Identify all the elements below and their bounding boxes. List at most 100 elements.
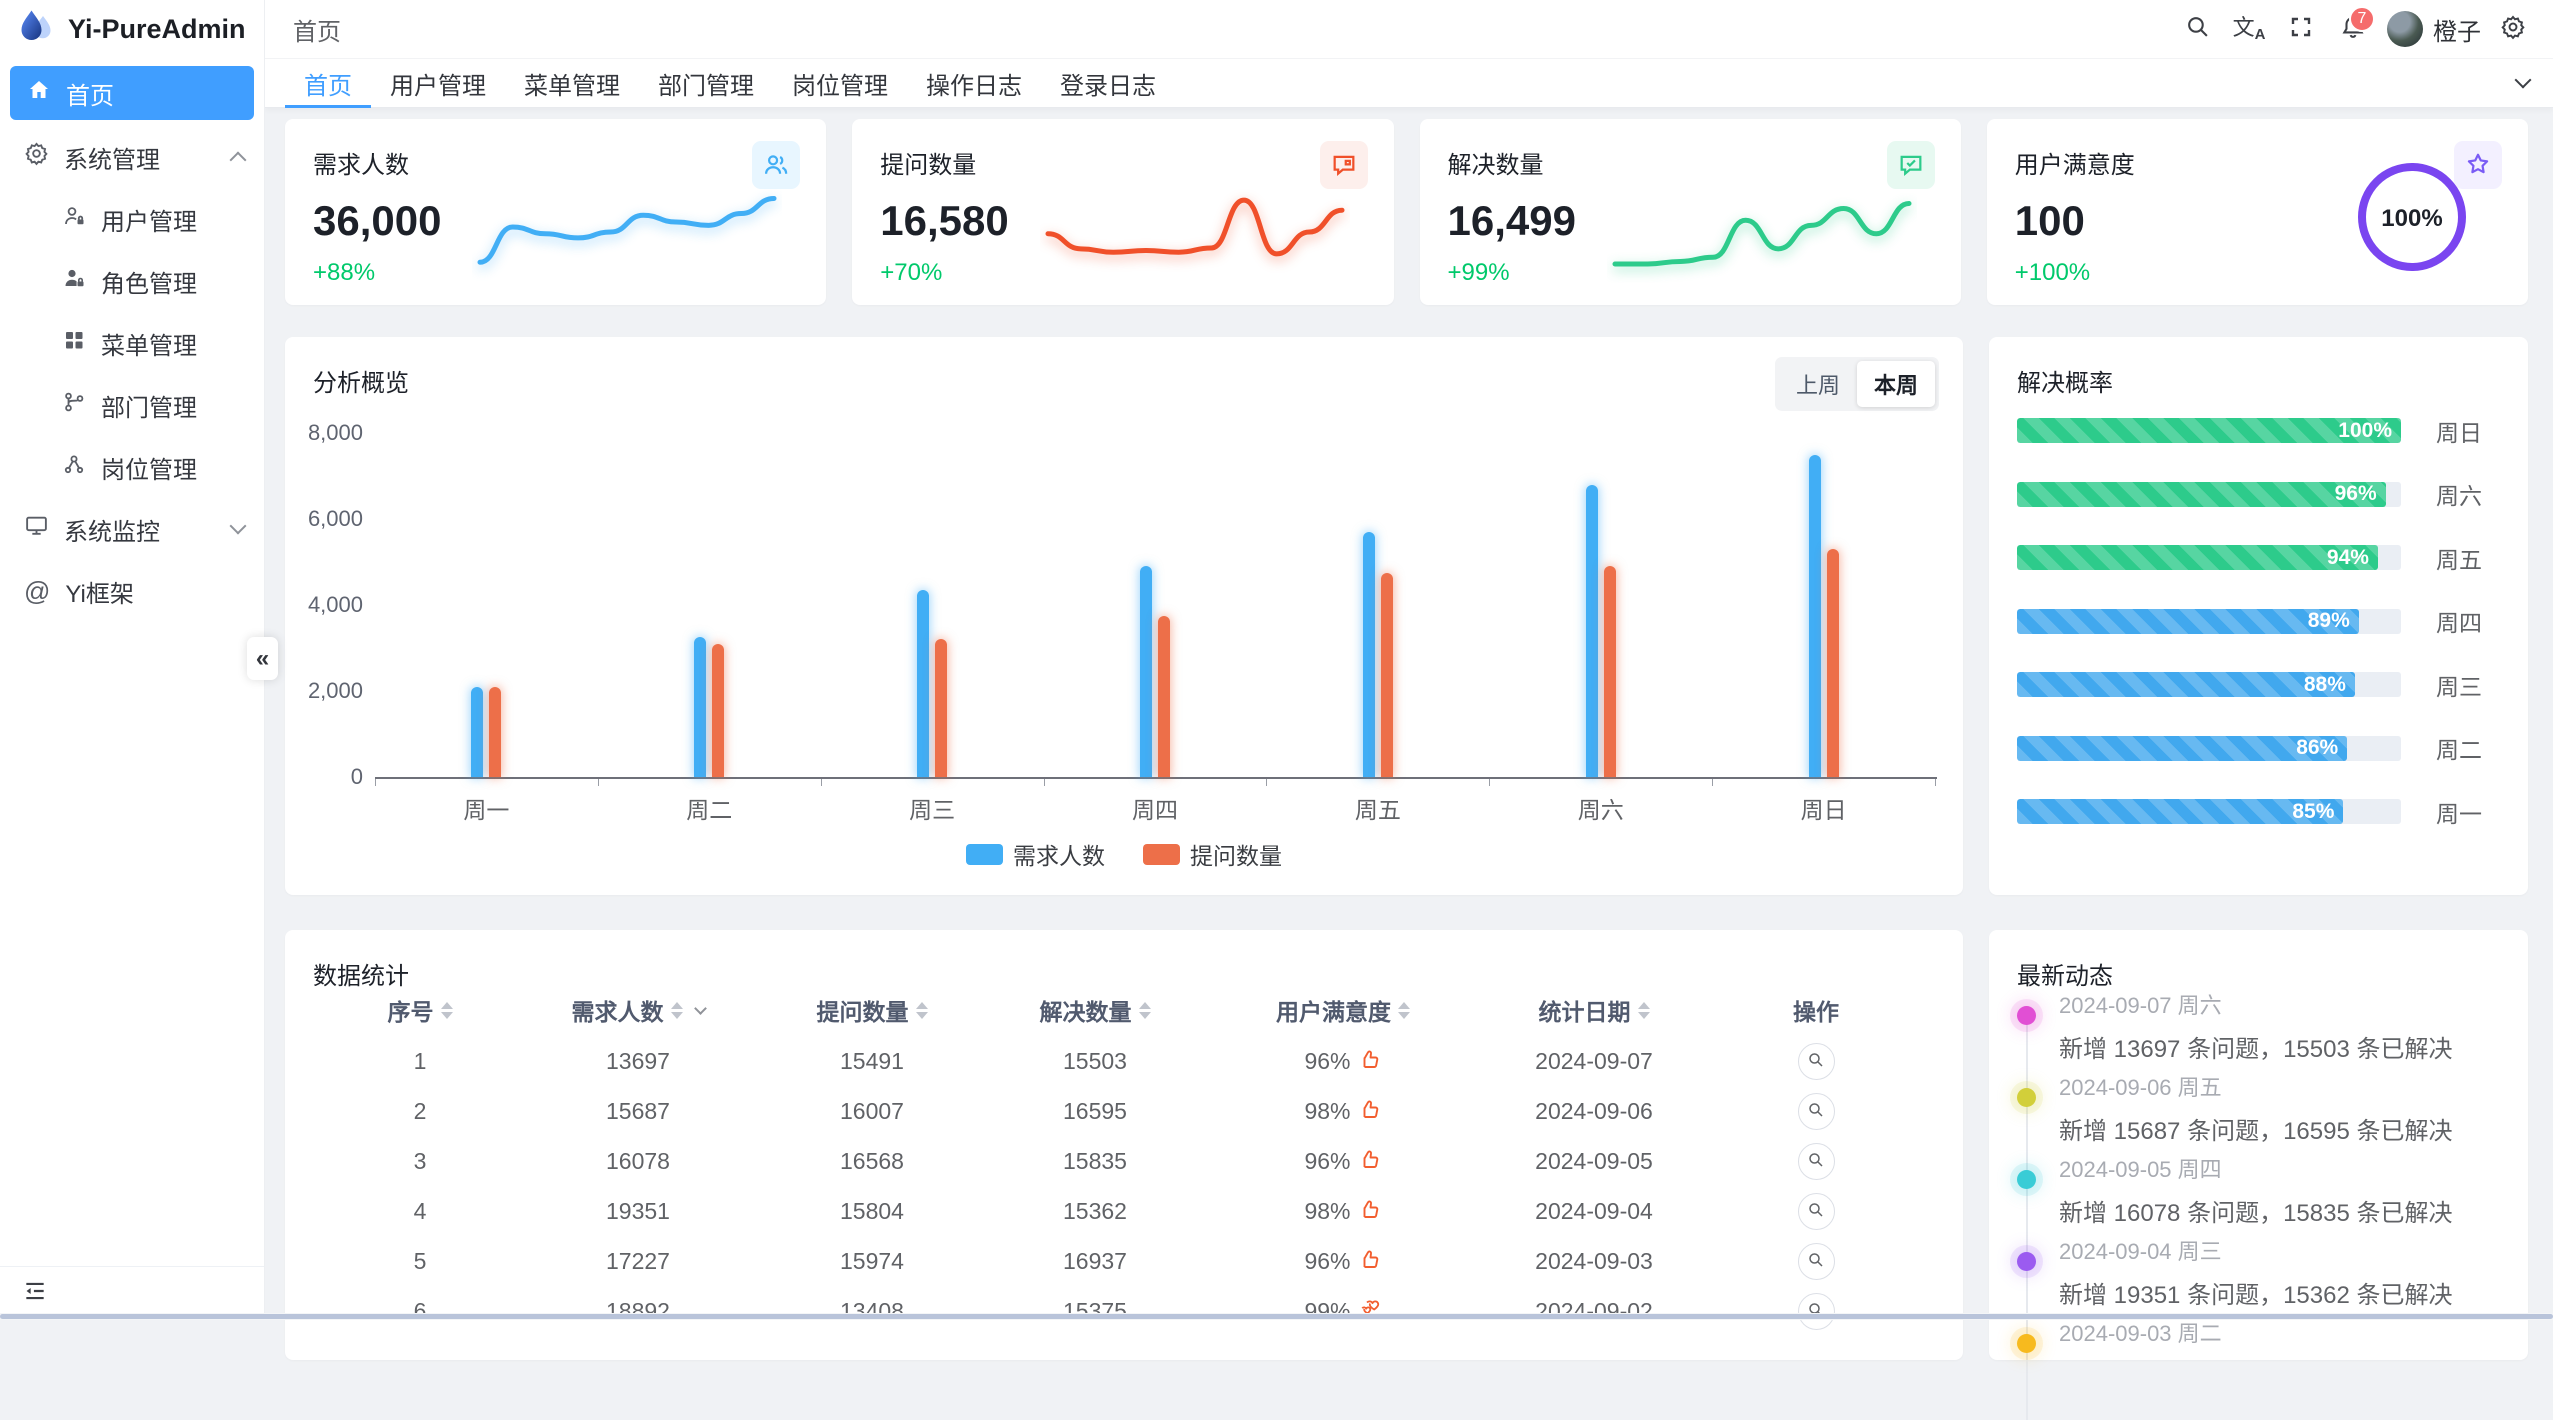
thumb-up-icon xyxy=(1358,1197,1382,1226)
sort-icon[interactable] xyxy=(916,1002,928,1019)
col-header-index[interactable]: 序号 xyxy=(313,993,527,1027)
sidebar-item-role-management[interactable]: 角色管理 xyxy=(0,250,264,312)
cell-action xyxy=(1697,1093,1935,1130)
bar-questions[interactable] xyxy=(935,639,947,777)
x-axis-tick xyxy=(1935,779,1936,786)
stat-delta: +88% xyxy=(313,259,375,287)
sort-icon[interactable] xyxy=(441,1002,453,1019)
cell-value: 1 xyxy=(414,1048,427,1075)
sidebar-item-home[interactable]: 首页 xyxy=(10,66,254,120)
sort-icon[interactable] xyxy=(1638,1002,1650,1019)
bar-questions[interactable] xyxy=(1381,573,1393,777)
app-title: Yi-PureAdmin xyxy=(68,14,246,45)
col-header-solved[interactable]: 解决数量 xyxy=(995,993,1195,1027)
sidebar-item-menu-management[interactable]: 菜单管理 xyxy=(0,312,264,374)
cell-satisfaction: 96% xyxy=(1195,1247,1491,1276)
translate-button[interactable]: 文A xyxy=(2223,0,2275,59)
legend-item[interactable]: 提问数量 xyxy=(1143,837,1282,871)
cell-index: 6 xyxy=(313,1298,527,1325)
bar-demand[interactable] xyxy=(917,590,929,777)
stat-value: 36,000 xyxy=(313,197,441,245)
progress-track: 94% xyxy=(2017,545,2401,570)
cell-solved: 15375 xyxy=(995,1298,1195,1325)
bar-demand[interactable] xyxy=(1363,532,1375,777)
fullscreen-button[interactable] xyxy=(2275,0,2327,59)
col-header-satisfaction[interactable]: 用户满意度 xyxy=(1195,993,1491,1027)
cell-value: 2024-09-07 xyxy=(1535,1048,1653,1075)
tab-operation-log[interactable]: 操作日志 xyxy=(907,59,1041,107)
sidebar-item-system-management[interactable]: 系统管理 xyxy=(0,126,264,188)
bar-demand[interactable] xyxy=(694,637,706,777)
satisfaction-value: 96% xyxy=(1304,1248,1350,1275)
header-actions: 文A 7 橙子 xyxy=(2171,0,2539,59)
tab-options-button[interactable] xyxy=(2493,74,2553,92)
bar-questions[interactable] xyxy=(1827,549,1839,777)
view-button[interactable] xyxy=(1798,1143,1835,1180)
progress-day-label: 周四 xyxy=(2436,604,2482,638)
app-logo[interactable]: Yi-PureAdmin xyxy=(0,0,264,58)
col-header-questions[interactable]: 提问数量 xyxy=(749,993,995,1027)
sidebar-item-post-management[interactable]: 岗位管理 xyxy=(0,436,264,498)
view-button[interactable] xyxy=(1798,1193,1835,1230)
tab-post-management[interactable]: 岗位管理 xyxy=(773,59,907,107)
bar-questions[interactable] xyxy=(489,687,501,777)
sidebar-item-yi-framework[interactable]: @ Yi框架 xyxy=(0,560,264,622)
scrollbar-thumb[interactable] xyxy=(0,1314,2553,1319)
legend-item[interactable]: 需求人数 xyxy=(966,837,1105,871)
progress-fill: 88% xyxy=(2017,672,2355,697)
cell-demand: 15687 xyxy=(527,1098,749,1125)
cell-value: 15375 xyxy=(1063,1298,1127,1325)
cell-questions: 15804 xyxy=(749,1198,995,1225)
sidebar-item-system-monitor[interactable]: 系统监控 xyxy=(0,498,264,560)
sort-icon[interactable] xyxy=(671,1002,683,1019)
view-button[interactable] xyxy=(1798,1243,1835,1280)
tab-user-management[interactable]: 用户管理 xyxy=(371,59,505,107)
sidebar-item-department-management[interactable]: 部门管理 xyxy=(0,374,264,436)
progress-day-label: 周二 xyxy=(2436,731,2482,765)
bar-demand[interactable] xyxy=(1586,485,1598,777)
x-axis-category-label: 周三 xyxy=(909,791,955,825)
progress-percent-label: 94% xyxy=(2327,546,2369,570)
tab-menu-management[interactable]: 菜单管理 xyxy=(505,59,639,107)
sidebar-collapse-button[interactable]: « xyxy=(247,637,278,680)
cell-value: 15362 xyxy=(1063,1198,1127,1225)
view-button[interactable] xyxy=(1798,1043,1835,1080)
sort-icon[interactable] xyxy=(1139,1002,1151,1019)
progress-day-label: 周六 xyxy=(2436,477,2482,511)
bar-questions[interactable] xyxy=(1158,616,1170,777)
view-button[interactable] xyxy=(1798,1093,1835,1130)
bar-questions[interactable] xyxy=(712,644,724,777)
fullscreen-icon xyxy=(2289,15,2313,44)
search-button[interactable] xyxy=(2171,0,2223,59)
horizontal-scrollbar[interactable] xyxy=(0,1313,2553,1320)
progress-percent-label: 88% xyxy=(2304,673,2346,697)
tab-home[interactable]: 首页 xyxy=(285,59,371,107)
tab-department-management[interactable]: 部门管理 xyxy=(639,59,773,107)
x-axis-tick xyxy=(375,779,376,786)
bar-demand[interactable] xyxy=(1809,455,1821,778)
bar-demand[interactable] xyxy=(471,687,483,777)
cell-value: 15974 xyxy=(840,1248,904,1275)
sort-icon[interactable] xyxy=(1398,1002,1410,1019)
thumb-up-icon xyxy=(1358,1247,1382,1276)
sidebar-item-label: 系统监控 xyxy=(64,512,160,547)
notifications-button[interactable]: 7 xyxy=(2327,0,2379,59)
bar-questions[interactable] xyxy=(1604,566,1616,777)
cell-index: 4 xyxy=(313,1198,527,1225)
col-header-demand[interactable]: 需求人数 xyxy=(527,993,749,1027)
progress-day-label: 周一 xyxy=(2436,795,2482,829)
settings-button[interactable] xyxy=(2487,0,2539,59)
bar-demand[interactable] xyxy=(1140,566,1152,777)
cell-value: 4 xyxy=(414,1198,427,1225)
view-button[interactable] xyxy=(1798,1293,1835,1330)
menu-fold-icon[interactable] xyxy=(22,1278,48,1309)
col-header-date[interactable]: 统计日期 xyxy=(1491,993,1697,1027)
sidebar-item-user-management[interactable]: 用户管理 xyxy=(0,188,264,250)
filter-chevron-icon[interactable] xyxy=(694,1002,707,1015)
avatar[interactable] xyxy=(2387,11,2423,47)
cell-value: 15835 xyxy=(1063,1148,1127,1175)
sidebar-item-label: 首页 xyxy=(66,76,114,111)
tab-login-log[interactable]: 登录日志 xyxy=(1041,59,1175,107)
